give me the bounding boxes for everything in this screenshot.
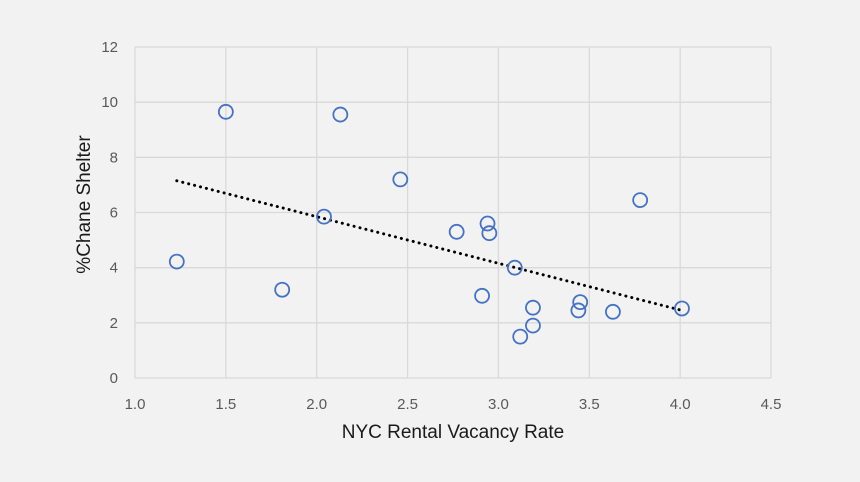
- x-tick-label: 2.5: [397, 396, 418, 413]
- data-point: [632, 192, 649, 208]
- x-tick-label: 4.5: [761, 396, 782, 413]
- data-point: [605, 303, 621, 320]
- data-point: [332, 106, 349, 123]
- data-point: [674, 300, 690, 317]
- x-tick-label: 4.0: [670, 396, 691, 413]
- y-tick-label: 4: [110, 260, 118, 277]
- x-tick-label: 2.0: [306, 396, 327, 413]
- data-point: [572, 294, 589, 311]
- x-tick-label: 3.5: [579, 396, 600, 413]
- data-point: [512, 328, 529, 345]
- y-tick-label: 10: [101, 94, 118, 111]
- x-tick-label: 1.5: [215, 396, 236, 413]
- data-point: [474, 287, 490, 304]
- y-tick-label: 8: [110, 149, 118, 166]
- y-tick-label: 6: [110, 205, 118, 222]
- data-point: [525, 317, 541, 334]
- data-point: [448, 223, 465, 240]
- data-point: [217, 103, 234, 120]
- y-tick-labels: 0 2 4 6 8 10 12: [101, 39, 118, 387]
- grid-lines: [134, 46, 772, 379]
- y-tick-label: 0: [110, 370, 118, 387]
- data-point: [525, 299, 541, 316]
- y-tick-label: 2: [110, 315, 118, 332]
- data-point: [168, 253, 185, 270]
- y-tick-label: 12: [101, 39, 118, 56]
- data-point: [479, 215, 496, 232]
- trendline: [175, 179, 684, 312]
- trendline-group: [175, 179, 684, 312]
- data-point: [506, 259, 523, 276]
- data-point: [316, 208, 332, 225]
- data-point: [392, 171, 409, 188]
- data-points: [168, 103, 690, 345]
- data-point: [481, 225, 498, 242]
- x-tick-labels: 1.0 1.5 2.0 2.5 3.0 3.5 4.0 4.5: [125, 396, 782, 413]
- x-tick-label: 1.0: [125, 396, 146, 413]
- data-point: [570, 302, 587, 319]
- data-point: [274, 281, 291, 298]
- x-tick-label: 3.0: [488, 396, 509, 413]
- y-axis-title: %Chane Shelter: [74, 135, 95, 274]
- x-axis-title: NYC Rental Vacancy Rate: [342, 422, 564, 443]
